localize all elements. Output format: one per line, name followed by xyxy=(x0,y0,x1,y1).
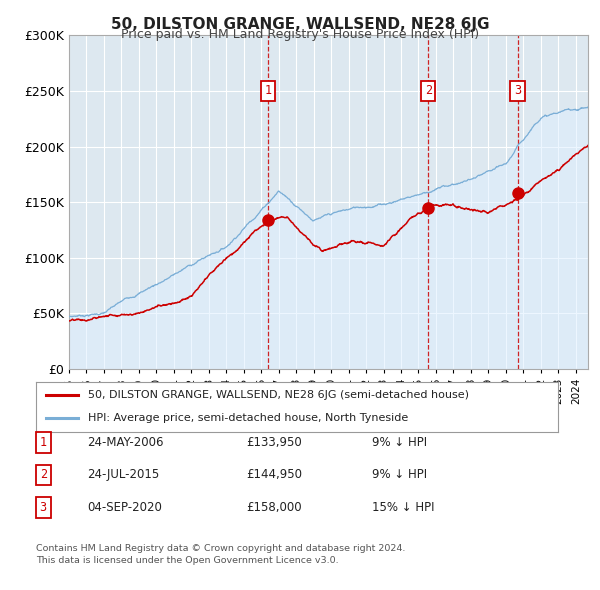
Text: 9% ↓ HPI: 9% ↓ HPI xyxy=(372,468,427,481)
Text: 24-JUL-2015: 24-JUL-2015 xyxy=(87,468,159,481)
Text: 3: 3 xyxy=(40,501,47,514)
Text: Price paid vs. HM Land Registry's House Price Index (HPI): Price paid vs. HM Land Registry's House … xyxy=(121,28,479,41)
Text: £144,950: £144,950 xyxy=(246,468,302,481)
Text: £158,000: £158,000 xyxy=(246,501,302,514)
Text: 50, DILSTON GRANGE, WALLSEND, NE28 6JG (semi-detached house): 50, DILSTON GRANGE, WALLSEND, NE28 6JG (… xyxy=(88,390,469,400)
Text: This data is licensed under the Open Government Licence v3.0.: This data is licensed under the Open Gov… xyxy=(36,556,338,565)
Text: HPI: Average price, semi-detached house, North Tyneside: HPI: Average price, semi-detached house,… xyxy=(88,414,409,424)
Text: 1: 1 xyxy=(40,436,47,449)
Text: 3: 3 xyxy=(514,84,521,97)
Text: 15% ↓ HPI: 15% ↓ HPI xyxy=(372,501,434,514)
Text: 9% ↓ HPI: 9% ↓ HPI xyxy=(372,436,427,449)
Text: 50, DILSTON GRANGE, WALLSEND, NE28 6JG: 50, DILSTON GRANGE, WALLSEND, NE28 6JG xyxy=(111,17,489,31)
Text: £133,950: £133,950 xyxy=(246,436,302,449)
Text: 1: 1 xyxy=(265,84,271,97)
Text: 04-SEP-2020: 04-SEP-2020 xyxy=(87,501,162,514)
Text: 2: 2 xyxy=(425,84,432,97)
Text: Contains HM Land Registry data © Crown copyright and database right 2024.: Contains HM Land Registry data © Crown c… xyxy=(36,545,406,553)
Text: 2: 2 xyxy=(40,468,47,481)
Text: 24-MAY-2006: 24-MAY-2006 xyxy=(87,436,163,449)
